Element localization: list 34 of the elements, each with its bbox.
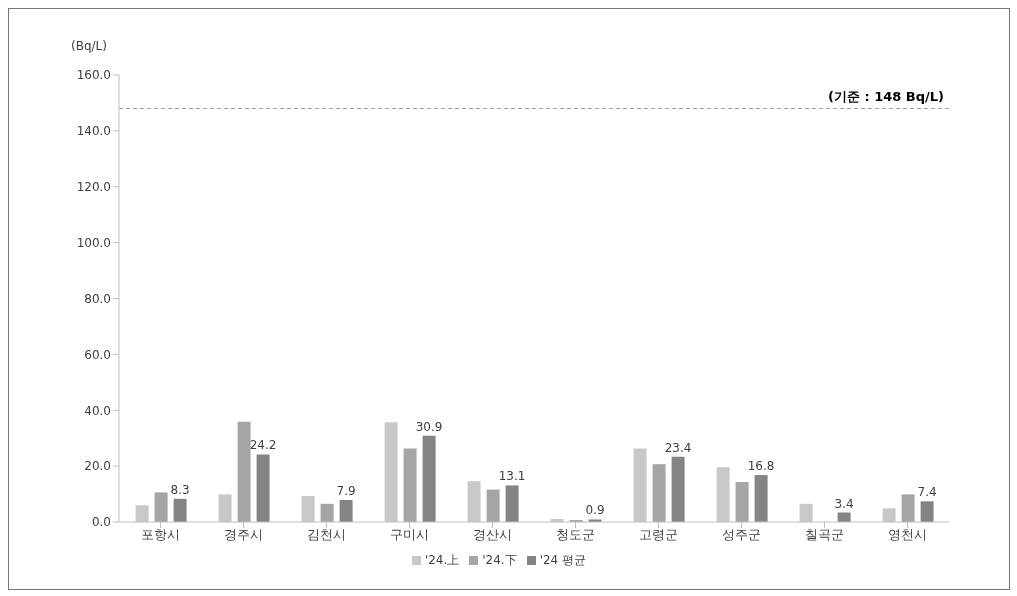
y-tick-label: 120.0 <box>76 180 111 195</box>
data-label: 13.1 <box>498 469 526 484</box>
data-label: 7.9 <box>336 483 356 498</box>
x-tick-label: 구미시 <box>390 527 429 543</box>
x-tick-label: 포항시 <box>141 527 180 543</box>
y-tick-label: 60.0 <box>84 347 111 362</box>
data-label: 7.4 <box>917 485 937 500</box>
data-label: 0.9 <box>585 503 605 518</box>
y-axis-title: (Bq/L) <box>71 39 107 53</box>
data-label: 16.8 <box>747 459 775 474</box>
legend-label: '24.下 <box>482 553 517 567</box>
data-label: 23.4 <box>664 440 692 455</box>
x-tick-label: 경주시 <box>224 527 263 543</box>
x-tick-label: 김천시 <box>307 527 346 543</box>
legend-label: '24.上 <box>424 553 460 567</box>
x-tick-label: 청도군 <box>556 527 595 543</box>
legend-label: '24 평균 <box>539 553 587 567</box>
x-tick-label: 성주군 <box>722 527 761 543</box>
x-tick-label: 경산시 <box>473 527 512 543</box>
y-tick-label: 0.0 <box>91 515 111 530</box>
y-tick-label: 160.0 <box>76 68 111 83</box>
x-tick-label: 칠곡군 <box>805 527 844 543</box>
data-label: 8.3 <box>170 482 190 497</box>
data-label: 3.4 <box>834 496 854 511</box>
y-tick-label: 80.0 <box>84 291 111 306</box>
data-label: 24.2 <box>249 438 277 453</box>
y-tick-label: 20.0 <box>84 459 111 474</box>
y-tick-label: 140.0 <box>76 124 111 139</box>
y-tick-label: 100.0 <box>76 235 111 250</box>
ref-line-label: (기준 : 148 Bq/L) <box>827 88 944 104</box>
data-label: 30.9 <box>415 419 443 434</box>
x-tick-label: 영천시 <box>888 527 927 543</box>
x-tick-label: 고령군 <box>639 527 678 543</box>
y-tick-label: 40.0 <box>84 403 111 418</box>
